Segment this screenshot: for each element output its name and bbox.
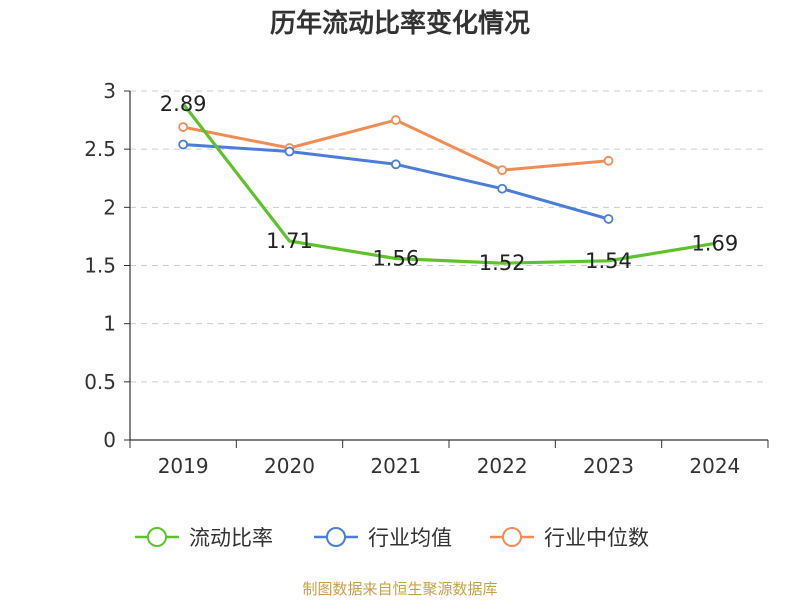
chart-title: 历年流动比率变化情况 (269, 9, 530, 39)
grid-layer (130, 90, 764, 383)
label-layer: 2.89 1.71 1.56 1.52 1.54 1.69 (160, 92, 738, 275)
x-tick-label-3: 2022 (477, 454, 528, 478)
y-tick-label-4: 2 (103, 195, 116, 219)
legend-marker-industry-median (490, 527, 534, 547)
y-tick-label-2: 1 (103, 312, 116, 336)
legend-item-industry-mean[interactable]: 行业均值 (312, 522, 452, 552)
x-tick-label-1: 2020 (264, 454, 315, 478)
y-tick-label-5: 2.5 (84, 137, 116, 161)
source-note: 制图数据来自恒生聚源数据库 (302, 580, 498, 598)
series-1-point-3 (497, 183, 508, 194)
data-label-2: 1.56 (372, 247, 419, 271)
series-1-point-2 (390, 159, 401, 170)
series-2-point-0 (178, 122, 189, 132)
series-line-0 (181, 102, 716, 265)
x-tick-label-5: 2024 (689, 454, 740, 478)
x-tick-label-2: 2021 (370, 454, 421, 478)
data-label-1: 1.71 (266, 229, 313, 253)
legend-item-current-ratio[interactable]: 流动比率 (133, 522, 273, 552)
data-label-4: 1.54 (585, 249, 632, 273)
x-tick-label-4: 2023 (583, 454, 634, 478)
series-2-point-2 (390, 115, 401, 125)
legend-label-industry-median: 行业中位数 (544, 526, 649, 550)
y-tick-label-6: 3 (103, 79, 116, 103)
series-layer (178, 102, 716, 265)
series-2-point-3 (497, 165, 508, 176)
series-1-point-0 (178, 139, 189, 150)
data-label-5: 1.69 (691, 231, 738, 255)
x-tick-label-0: 2019 (158, 454, 209, 478)
series-1-point-4 (603, 214, 614, 224)
legend-marker-industry-mean (314, 527, 358, 547)
data-label-3: 1.52 (479, 251, 526, 275)
series-1-point-1 (284, 146, 295, 157)
y-tick-label-0: 0 (103, 428, 116, 452)
y-tick-label-3: 1.5 (84, 254, 116, 278)
y-tick-label-1: 0.5 (84, 370, 116, 394)
legend-label-current-ratio: 流动比率 (189, 526, 273, 550)
legend-marker-current-ratio (135, 527, 179, 547)
legend-item-industry-median[interactable]: 行业中位数 (488, 522, 649, 552)
series-2-point-4 (603, 155, 614, 166)
data-label-0: 2.89 (160, 92, 207, 116)
legend-label-industry-mean: 行业均值 (368, 526, 452, 550)
